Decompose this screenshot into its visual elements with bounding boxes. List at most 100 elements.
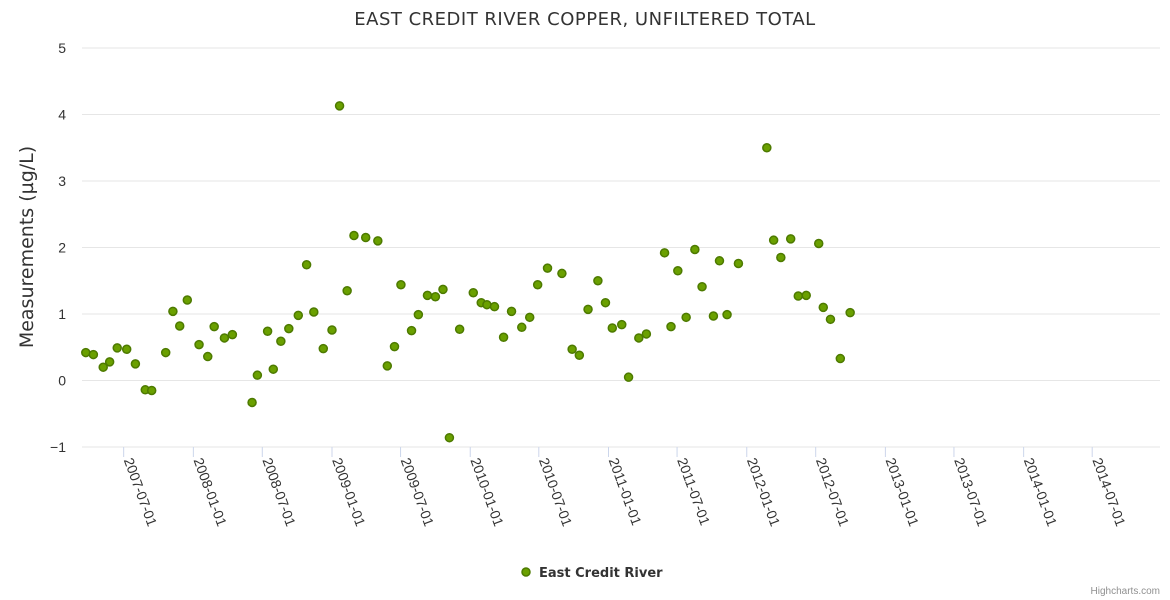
data-point[interactable] bbox=[373, 236, 383, 246]
data-point[interactable] bbox=[835, 353, 846, 364]
data-point[interactable] bbox=[574, 350, 585, 360]
data-point[interactable] bbox=[334, 101, 345, 111]
data-point[interactable] bbox=[454, 324, 465, 335]
data-point[interactable] bbox=[845, 307, 855, 318]
data-point[interactable] bbox=[498, 332, 509, 343]
data-point[interactable] bbox=[160, 347, 171, 358]
data-point[interactable] bbox=[733, 258, 744, 269]
data-point[interactable] bbox=[489, 301, 500, 312]
data-point[interactable] bbox=[262, 326, 273, 337]
x-tick-label: 2014-01-01 bbox=[1021, 456, 1061, 529]
data-point[interactable] bbox=[98, 362, 108, 372]
data-point[interactable] bbox=[681, 312, 691, 323]
data-point[interactable] bbox=[104, 357, 115, 367]
data-point[interactable] bbox=[666, 321, 676, 332]
data-point[interactable] bbox=[396, 279, 406, 290]
data-point[interactable] bbox=[309, 307, 319, 317]
data-point[interactable] bbox=[482, 299, 492, 310]
data-point[interactable] bbox=[194, 339, 204, 350]
data-point[interactable] bbox=[444, 432, 455, 443]
data-point[interactable] bbox=[583, 304, 593, 315]
data-point[interactable] bbox=[121, 344, 132, 354]
data-point[interactable] bbox=[623, 372, 634, 382]
data-point[interactable] bbox=[593, 276, 603, 286]
data-point[interactable] bbox=[247, 397, 257, 408]
data-point[interactable] bbox=[252, 370, 263, 380]
data-point[interactable] bbox=[813, 238, 824, 249]
credits-link[interactable]: Highcharts.com bbox=[1091, 586, 1160, 597]
data-point[interactable] bbox=[422, 290, 433, 301]
data-point[interactable] bbox=[690, 244, 700, 255]
data-point[interactable] bbox=[293, 310, 304, 321]
data-point[interactable] bbox=[88, 349, 99, 360]
data-point[interactable] bbox=[524, 312, 535, 323]
data-point[interactable] bbox=[468, 287, 479, 298]
x-tick-label: 2013-07-01 bbox=[951, 456, 991, 529]
data-point[interactable] bbox=[342, 285, 352, 296]
data-point[interactable] bbox=[825, 314, 836, 325]
data-point[interactable] bbox=[318, 343, 329, 354]
y-tick-label: 4 bbox=[58, 107, 66, 123]
data-point[interactable] bbox=[130, 359, 141, 369]
data-point[interactable] bbox=[438, 284, 448, 295]
data-point[interactable] bbox=[793, 291, 804, 301]
x-axis-ticks: 2007-07-01 2008-01-01 2008-07-01 2009-01-01… bbox=[121, 447, 1129, 529]
data-point[interactable] bbox=[776, 252, 786, 263]
data-point[interactable] bbox=[697, 281, 707, 292]
data-point[interactable] bbox=[327, 325, 337, 335]
data-point[interactable] bbox=[284, 323, 294, 334]
data-point[interactable] bbox=[673, 266, 683, 276]
data-point[interactable] bbox=[634, 333, 644, 343]
data-point[interactable] bbox=[406, 325, 417, 336]
data-point[interactable] bbox=[506, 306, 517, 317]
x-tick-label: 2010-01-01 bbox=[467, 456, 507, 529]
data-point[interactable] bbox=[641, 329, 652, 339]
data-point[interactable] bbox=[708, 311, 719, 321]
data-point[interactable] bbox=[349, 230, 359, 241]
data-point[interactable] bbox=[517, 322, 527, 333]
data-point[interactable] bbox=[268, 364, 279, 374]
data-point[interactable] bbox=[607, 323, 618, 333]
data-point[interactable] bbox=[81, 347, 91, 358]
data-point[interactable] bbox=[112, 343, 122, 353]
x-tick-label: 2009-01-01 bbox=[329, 456, 369, 529]
data-point[interactable] bbox=[227, 329, 238, 340]
data-point[interactable] bbox=[209, 321, 219, 332]
x-tick-label: 2008-07-01 bbox=[259, 456, 299, 529]
data-point[interactable] bbox=[413, 309, 424, 320]
data-point[interactable] bbox=[168, 306, 178, 317]
data-point[interactable] bbox=[542, 263, 553, 273]
data-point[interactable] bbox=[382, 361, 393, 371]
data-point[interactable] bbox=[801, 290, 811, 301]
data-point[interactable] bbox=[785, 234, 796, 244]
data-point[interactable] bbox=[714, 256, 725, 266]
data-point[interactable] bbox=[532, 279, 543, 290]
data-point[interactable] bbox=[276, 336, 286, 347]
data-point[interactable] bbox=[600, 297, 611, 308]
data-point[interactable] bbox=[219, 333, 230, 343]
data-point[interactable] bbox=[567, 344, 577, 354]
data-point[interactable] bbox=[659, 248, 670, 258]
data-point[interactable] bbox=[174, 321, 185, 331]
data-point[interactable] bbox=[360, 232, 371, 243]
x-tick-label: 2012-07-01 bbox=[813, 456, 853, 529]
data-point[interactable] bbox=[557, 268, 567, 279]
y-tick-label: 0 bbox=[58, 373, 66, 389]
data-point[interactable] bbox=[203, 351, 213, 362]
y-axis-ticks: −1 0 1 2 3 4 5 bbox=[50, 40, 66, 455]
legend-marker[interactable] bbox=[521, 567, 531, 577]
legend-item-label[interactable]: East Credit River bbox=[539, 566, 663, 581]
data-point[interactable] bbox=[762, 143, 772, 153]
x-tick-label: 2012-01-01 bbox=[744, 456, 784, 529]
data-point[interactable] bbox=[768, 235, 779, 245]
data-point[interactable] bbox=[182, 295, 193, 305]
data-point[interactable] bbox=[430, 291, 441, 302]
data-point[interactable] bbox=[389, 341, 400, 352]
data-point[interactable] bbox=[146, 385, 157, 396]
legend[interactable]: East Credit River bbox=[521, 566, 663, 581]
data-point[interactable] bbox=[722, 309, 732, 320]
data-point[interactable] bbox=[617, 319, 627, 330]
x-tick-label: 2011-01-01 bbox=[606, 456, 645, 528]
data-point[interactable] bbox=[818, 302, 829, 313]
data-point[interactable] bbox=[301, 260, 312, 270]
